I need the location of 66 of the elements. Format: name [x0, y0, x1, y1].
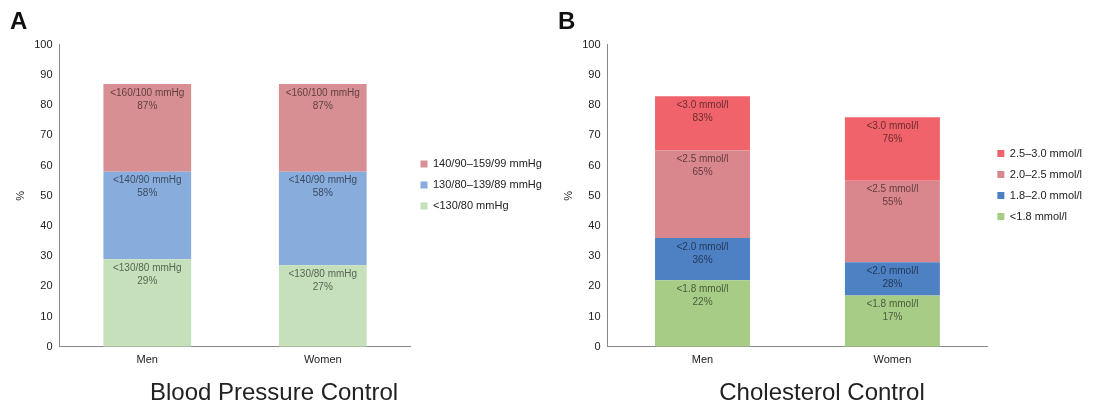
y-tick-label: 50	[588, 188, 601, 201]
x-tick-label: Men	[691, 353, 714, 366]
y-tick-label: 70	[40, 128, 53, 141]
y-tick-label: 80	[40, 98, 53, 111]
y-tick-label: 50	[40, 188, 53, 201]
y-tick-label: 100	[582, 37, 601, 50]
text: Cholesterol Control	[718, 378, 926, 406]
chart-title: B	[558, 7, 576, 35]
bar	[655, 280, 750, 347]
bar	[655, 238, 750, 281]
x-tick-label: Women	[303, 353, 342, 366]
legend-label: 140/90–159/99 mmHg	[433, 157, 542, 170]
annotation: <140/90 mmHg 58%	[288, 174, 358, 199]
y-tick-label: 30	[40, 249, 53, 262]
legend-label: 1.8–2.0 mmol/l	[1009, 188, 1083, 201]
bar	[278, 265, 367, 347]
bar	[103, 171, 192, 260]
annotation: <3.0 mmol/l 83%	[676, 98, 729, 123]
bar	[844, 295, 940, 347]
annotation: <3.0 mmol/l 76%	[866, 120, 919, 145]
y-tick-label: 70	[588, 128, 601, 141]
annotation: <1.8 mmol/l 22%	[676, 283, 729, 308]
bar	[655, 150, 750, 239]
y-tick-label: 20	[40, 279, 53, 292]
y-tick-label: 60	[588, 158, 601, 171]
y-tick-label: 30	[588, 249, 601, 262]
y-tick-label: 90	[40, 68, 53, 81]
annotation: <160/100 mmHg 87%	[110, 86, 185, 111]
bar	[278, 84, 367, 172]
legend-label: <1.8 mmol/l	[1009, 209, 1068, 222]
bar	[655, 96, 750, 151]
legend-label: 130/80–139/89 mmHg	[433, 178, 542, 191]
y-tick-label: 0	[594, 339, 601, 352]
y-tick-label: 100	[34, 37, 53, 50]
x-tick-label: Women	[873, 353, 912, 366]
y-tick-label: 90	[588, 68, 601, 81]
bar	[278, 171, 367, 266]
annotation: <2.5 mmol/l 55%	[866, 183, 919, 208]
y-axis-title: %	[13, 190, 26, 201]
annotation: <140/90 mmHg 58%	[112, 174, 182, 199]
annotation: <1.8 mmol/l 17%	[866, 298, 919, 323]
y-tick-label: 60	[40, 158, 53, 171]
annotation: <2.0 mmol/l 28%	[866, 264, 919, 289]
y-tick-label: 40	[40, 219, 53, 232]
annotation: <2.5 mmol/l 65%	[676, 153, 729, 178]
legend-label: 2.0–2.5 mmol/l	[1009, 167, 1083, 180]
y-tick-label: 0	[46, 339, 53, 352]
annotation: <130/80 mmHg 27%	[288, 268, 358, 293]
bar	[844, 117, 940, 181]
legend-label: 2.5–3.0 mmol/l	[1009, 146, 1083, 159]
bar	[103, 259, 192, 347]
annotation: <130/80 mmHg 29%	[112, 261, 182, 286]
x-tick-label: Men	[136, 353, 158, 366]
y-axis-title: %	[561, 190, 574, 201]
y-tick-label: 40	[588, 219, 601, 232]
y-tick-label: 10	[40, 309, 53, 322]
y-tick-label: 10	[588, 309, 601, 322]
annotation: <2.0 mmol/l 36%	[676, 240, 729, 265]
text: Blood Pressure Control	[148, 378, 400, 406]
annotation: <160/100 mmHg 87%	[285, 86, 360, 111]
chart-title: A	[10, 7, 28, 35]
y-tick-label: 80	[588, 98, 601, 111]
legend-label: <130/80 mmHg	[433, 199, 509, 212]
bar	[844, 180, 940, 263]
bar	[103, 84, 192, 172]
y-tick-label: 20	[588, 279, 601, 292]
